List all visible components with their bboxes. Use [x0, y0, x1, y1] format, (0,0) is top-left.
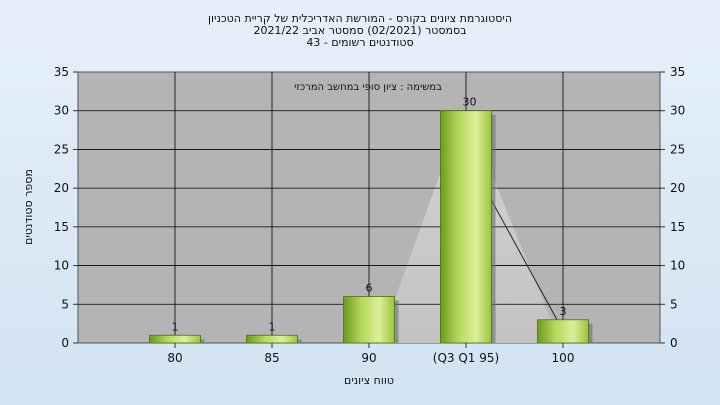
- ytick-label-right: 35: [670, 65, 685, 79]
- xtick-label: 90: [361, 351, 376, 365]
- bar-value-label: 30: [463, 96, 477, 109]
- bar-value-label: 6: [366, 282, 373, 295]
- ytick-label-right: 15: [670, 220, 685, 234]
- bar-value-label: 1: [269, 320, 276, 333]
- bar-value-label: 1: [172, 320, 179, 333]
- y-axis-title: מספר סטודנטים: [22, 169, 35, 245]
- chart-subtitle: במשימה : ציון סופי במחשב המרכזי: [294, 82, 442, 93]
- x-axis-title: טווח ציונים: [344, 374, 394, 387]
- ytick-label-left: 0: [61, 336, 69, 350]
- xtick-label: 100: [552, 351, 575, 365]
- xtick-label: 80: [167, 351, 182, 365]
- ytick-label-left: 30: [54, 104, 69, 118]
- ytick-label-right: 5: [670, 297, 678, 311]
- xtick-label: (Q3 Q1 95): [433, 351, 499, 365]
- ytick-label-left: 25: [54, 142, 69, 156]
- bars-group: 1 1 6 30 3: [149, 96, 593, 344]
- chart-title-line-2: בסמסטר (02/2021) סמסטר אביב 2021/22: [253, 24, 466, 37]
- ticks-group: 0 0 5 5 10 10 15 15 20 20 25 25 30 30 35 35 80 85 90 (Q3 Q1…: [54, 65, 686, 365]
- ytick-label-left: 15: [54, 220, 69, 234]
- chart-title-line-1: היסטוגרמת ציונים בקורס - המורשת האדריכלי…: [208, 12, 512, 25]
- ytick-label-right: 25: [670, 142, 685, 156]
- bar: [149, 334, 201, 344]
- ytick-label-right: 30: [670, 104, 685, 118]
- bar-value-label: 3: [560, 305, 567, 318]
- ytick-label-left: 35: [54, 65, 69, 79]
- ytick-label-right: 20: [670, 181, 685, 195]
- bar: [246, 334, 298, 344]
- ytick-label-left: 20: [54, 181, 69, 195]
- chart-title-line-3: סטודנטים רשומים - 43: [306, 36, 413, 49]
- bar: [537, 319, 589, 344]
- ytick-label-left: 10: [54, 259, 69, 273]
- bar: [343, 296, 395, 344]
- xtick-label: 85: [264, 351, 279, 365]
- ytick-label-left: 5: [61, 297, 69, 311]
- bar: [440, 110, 492, 344]
- ytick-label-right: 0: [670, 336, 678, 350]
- ytick-label-right: 10: [670, 259, 685, 273]
